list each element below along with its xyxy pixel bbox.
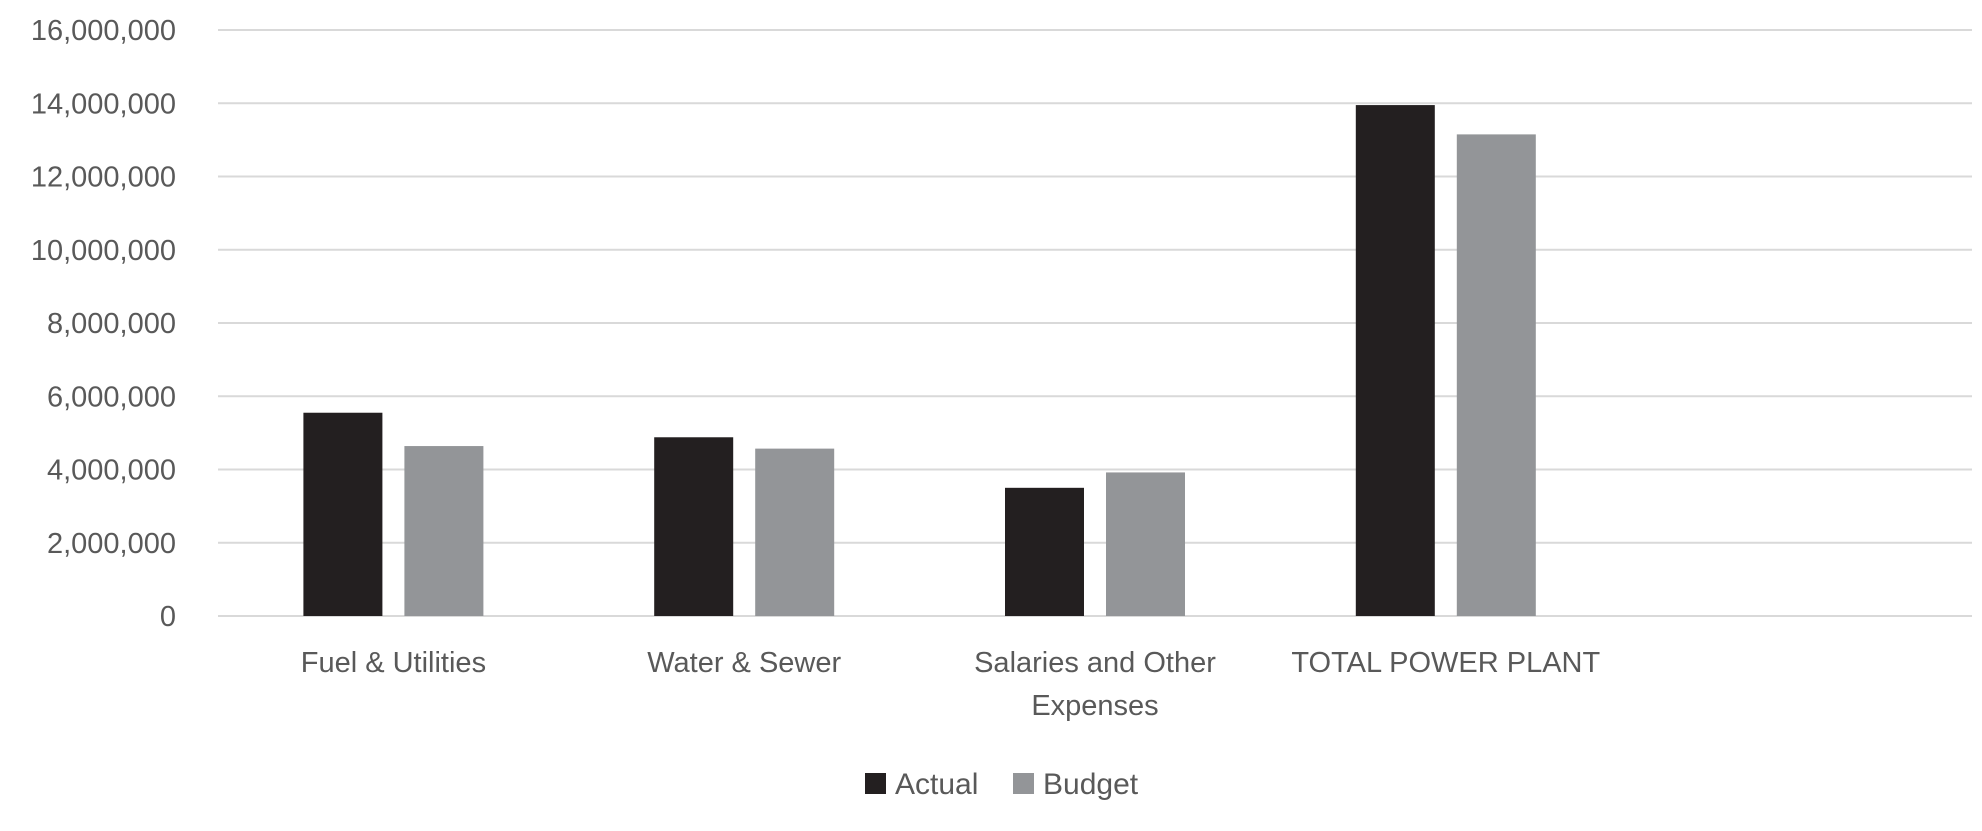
y-tick-label: 12,000,000 (31, 162, 176, 194)
y-tick-label: 16,000,000 (31, 15, 176, 47)
bar-actual (654, 437, 734, 616)
x-category-label: Fuel & Utilities (301, 647, 486, 679)
y-tick-label: 10,000,000 (31, 235, 176, 267)
y-tick-label: 0 (160, 601, 176, 633)
x-category-label: Water & Sewer (647, 647, 841, 679)
bar-actual (303, 412, 383, 616)
legend-swatch (865, 773, 886, 794)
y-axis-tick-labels: 0 2,000,000 4,000,000 6,000,000 8,000,000 10,… (31, 15, 176, 633)
legend-swatch (1013, 773, 1034, 794)
legend-label: Actual (895, 768, 978, 801)
bar-budget (404, 446, 484, 616)
y-tick-label: 8,000,000 (47, 308, 176, 340)
legend-label: Budget (1043, 768, 1139, 801)
bar-budget (1106, 472, 1185, 616)
gridlines (218, 29, 1972, 617)
x-category-label: TOTAL POWER PLANT (1291, 647, 1600, 679)
bar-budget (755, 448, 835, 616)
x-axis-category-labels: Fuel & Utilities Water & Sewer Salaries an… (301, 647, 1601, 722)
bars (303, 105, 1536, 617)
y-tick-label: 4,000,000 (47, 455, 176, 487)
bar-actual (1355, 105, 1435, 617)
legend-item-actual: Actual (865, 768, 978, 801)
bar-actual (1005, 487, 1084, 616)
legend: Actual Budget (865, 768, 1139, 801)
bar-budget (1456, 134, 1536, 616)
y-tick-label: 6,000,000 (47, 381, 176, 413)
y-tick-label: 2,000,000 (47, 528, 176, 560)
y-tick-label: 14,000,000 (31, 88, 176, 120)
legend-item-budget: Budget (1013, 768, 1139, 801)
x-category-label: Salaries and Other Expenses (974, 647, 1216, 722)
